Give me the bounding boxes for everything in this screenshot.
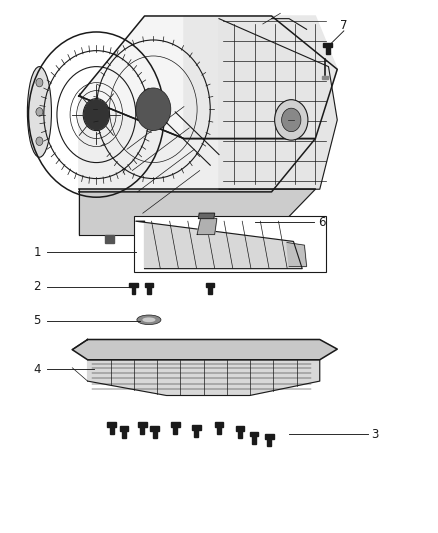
Polygon shape <box>88 360 320 395</box>
Bar <box>267 439 271 447</box>
Circle shape <box>36 137 43 146</box>
Text: 3: 3 <box>371 428 378 441</box>
Bar <box>171 422 180 427</box>
Bar <box>192 425 201 430</box>
Polygon shape <box>219 19 337 189</box>
Bar <box>215 422 223 427</box>
Bar <box>110 426 114 434</box>
Bar <box>122 431 126 439</box>
Polygon shape <box>241 235 250 243</box>
Polygon shape <box>72 340 337 360</box>
Bar <box>252 436 256 444</box>
Bar <box>217 426 221 434</box>
Circle shape <box>136 88 171 131</box>
Polygon shape <box>79 16 337 139</box>
Polygon shape <box>287 243 307 266</box>
Polygon shape <box>322 76 328 79</box>
Text: 5: 5 <box>34 314 41 327</box>
Polygon shape <box>136 235 145 243</box>
Bar <box>323 43 332 47</box>
Bar <box>134 216 326 272</box>
Bar <box>250 432 258 437</box>
Bar <box>147 287 151 294</box>
Bar <box>120 426 128 431</box>
Text: 2: 2 <box>33 280 41 293</box>
Bar <box>236 426 244 431</box>
Bar <box>150 426 159 431</box>
Circle shape <box>36 78 43 87</box>
Circle shape <box>84 100 109 130</box>
Bar <box>132 287 135 294</box>
Bar <box>145 283 153 287</box>
Bar <box>140 426 144 434</box>
Bar <box>238 431 242 439</box>
Polygon shape <box>197 219 217 235</box>
Bar <box>194 429 198 437</box>
Polygon shape <box>79 96 315 192</box>
Polygon shape <box>79 189 315 235</box>
Bar <box>152 431 157 439</box>
Polygon shape <box>206 235 215 243</box>
Bar <box>138 422 147 427</box>
Polygon shape <box>184 16 337 139</box>
Bar <box>130 283 138 287</box>
Bar <box>326 47 330 54</box>
Bar <box>265 434 274 439</box>
Text: 7: 7 <box>340 19 348 31</box>
Text: 1: 1 <box>33 246 41 259</box>
Bar <box>208 287 212 294</box>
Bar <box>107 422 116 427</box>
Polygon shape <box>105 235 114 243</box>
Text: 6: 6 <box>318 216 326 229</box>
Bar <box>206 283 214 287</box>
Circle shape <box>282 108 301 132</box>
Circle shape <box>36 108 43 116</box>
Text: 4: 4 <box>33 363 41 376</box>
Polygon shape <box>136 221 302 269</box>
Polygon shape <box>171 235 180 243</box>
Ellipse shape <box>137 315 161 325</box>
Ellipse shape <box>27 67 52 157</box>
Bar <box>173 426 177 434</box>
Ellipse shape <box>142 317 155 322</box>
Polygon shape <box>198 213 215 219</box>
Circle shape <box>275 100 308 140</box>
